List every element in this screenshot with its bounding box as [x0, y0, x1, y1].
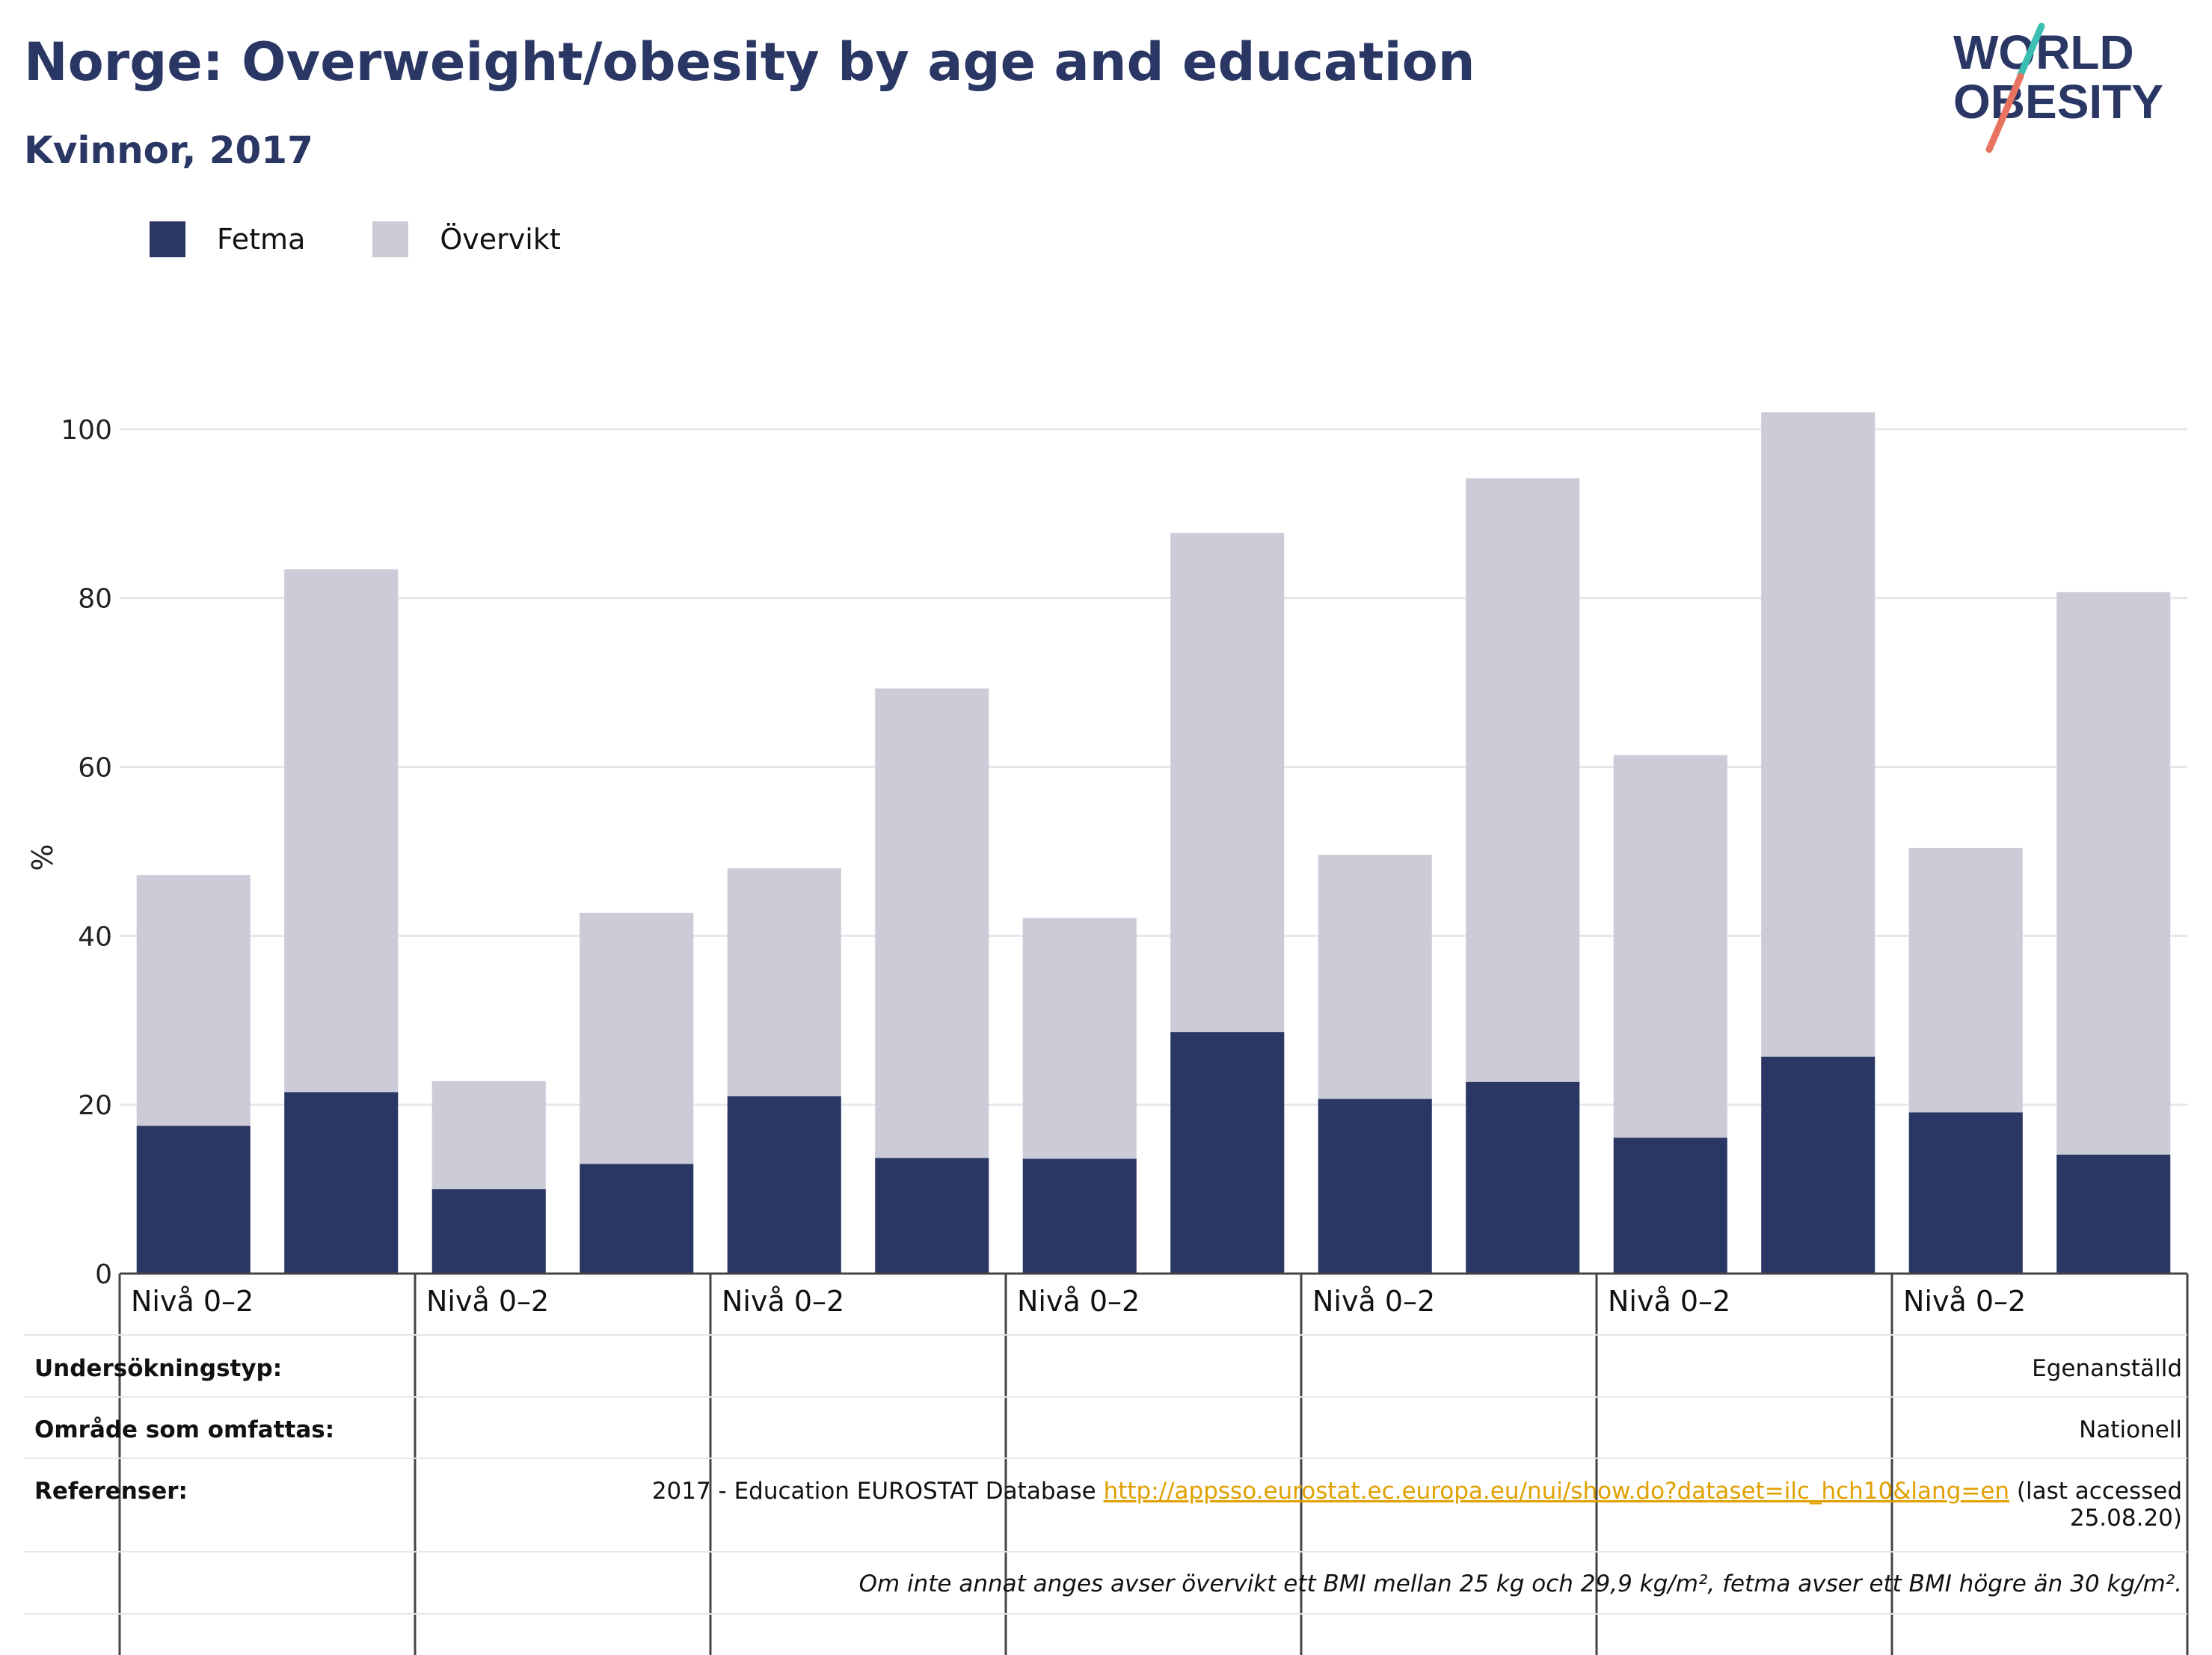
legend-swatch-overvikt	[372, 221, 409, 257]
bar-fetma	[1318, 1099, 1432, 1274]
area-label: Område som omfattas:	[34, 1416, 335, 1443]
bar-fetma	[1170, 1032, 1285, 1274]
bars	[136, 412, 2171, 1274]
y-tick-label: 20	[78, 1090, 112, 1121]
bar-fetma	[727, 1096, 841, 1274]
bar-overvikt	[1761, 412, 1875, 1057]
references-link[interactable]: http://appsso.eurostat.ec.europa.eu/nui/…	[1103, 1478, 2010, 1505]
x-group-label: Nivå 0–2	[131, 1285, 254, 1318]
bar-overvikt	[580, 912, 694, 1164]
logo-line1: WORLD	[1953, 25, 2134, 79]
bar-overvikt	[1170, 532, 1285, 1033]
bar-overvikt	[431, 1081, 546, 1190]
chart-subtitle: Kvinnor, 2017	[24, 129, 313, 172]
bar-overvikt	[1466, 478, 1580, 1082]
x-group-label: Nivå 0–2	[722, 1285, 844, 1318]
legend-item-fetma[interactable]: Fetma	[150, 221, 305, 257]
world-obesity-logo: WORLD OBESITY	[1953, 22, 2163, 153]
y-axis-label: %	[26, 844, 59, 871]
references-value: 2017 - Education EUROSTAT Database http:…	[652, 1478, 2182, 1532]
bar-overvikt	[727, 868, 841, 1096]
legend-swatch-fetma	[150, 221, 185, 257]
bar-overvikt	[136, 875, 251, 1126]
y-tick-label: 60	[78, 753, 112, 784]
bar-fetma	[1908, 1112, 2023, 1274]
y-tick-label: 0	[95, 1259, 112, 1290]
bar-fetma	[2056, 1154, 2171, 1274]
survey-type-value: Egenanställd	[2032, 1355, 2182, 1382]
grid-lines	[120, 428, 2187, 1106]
bar-fetma	[284, 1092, 399, 1274]
bar-fetma	[875, 1158, 989, 1274]
x-group-label: Nivå 0–2	[1017, 1285, 1140, 1318]
legend-item-overvikt[interactable]: Övervikt	[372, 221, 561, 257]
chart-title: Norge: Overweight/obesity by age and edu…	[24, 31, 1475, 93]
references-date: 25.08.20)	[2069, 1505, 2182, 1532]
references-text: 2017 - Education EUROSTAT Database	[651, 1478, 1096, 1505]
survey-type-label: Undersökningstyp:	[34, 1355, 283, 1382]
bar-fetma	[136, 1126, 251, 1274]
bar-fetma	[1613, 1137, 1727, 1274]
table-grid-lines	[24, 1274, 2189, 1655]
bar-overvikt	[1022, 918, 1137, 1159]
bmi-footnote: Om inte annat anges avser övervikt ett B…	[858, 1570, 2182, 1597]
bar-overvikt	[2056, 592, 2171, 1155]
bar-fetma	[1761, 1056, 1875, 1274]
bar-fetma	[580, 1164, 694, 1274]
x-group-label: Nivå 0–2	[1608, 1285, 1730, 1318]
references-suffix: (last accessed	[2016, 1478, 2182, 1505]
y-tick-label: 40	[78, 921, 112, 952]
bar-overvikt	[875, 688, 989, 1158]
x-group-label: Nivå 0–2	[426, 1285, 549, 1318]
x-group-label: Nivå 0–2	[1903, 1285, 2026, 1318]
logo-line2: OBESITY	[1953, 75, 2163, 129]
chart-legend: Fetma Övervikt	[150, 221, 628, 257]
bar-overvikt	[1613, 755, 1727, 1138]
axes: 0 20 40 60 80 100% Nivå 0–2 Nivå 0–2 Nivå 0–2 Niv…	[26, 415, 2187, 1318]
y-tick-label: 100	[61, 415, 112, 446]
bar-fetma	[431, 1189, 546, 1274]
legend-label-overvikt: Övervikt	[440, 223, 561, 256]
area-value: Nationell	[2079, 1416, 2182, 1443]
bar-overvikt	[284, 569, 399, 1093]
bar-overvikt	[1908, 847, 2023, 1113]
bar-overvikt	[1318, 854, 1432, 1099]
y-tick-label: 80	[78, 584, 112, 615]
legend-label-fetma: Fetma	[217, 223, 306, 256]
bar-fetma	[1022, 1158, 1137, 1274]
references-label: Referenser:	[34, 1478, 188, 1505]
x-group-label: Nivå 0–2	[1312, 1285, 1435, 1318]
bar-fetma	[1466, 1081, 1580, 1274]
